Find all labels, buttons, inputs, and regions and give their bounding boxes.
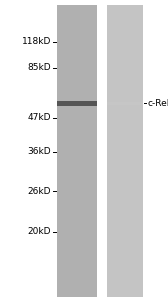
Bar: [107, 5, 143, 297]
Text: c-Rel: c-Rel: [148, 98, 168, 107]
Bar: [97, 5, 107, 297]
Bar: [57, 5, 97, 297]
Text: 36kD: 36kD: [27, 148, 51, 157]
Text: 26kD: 26kD: [28, 187, 51, 196]
Text: 20kD: 20kD: [28, 227, 51, 236]
Bar: [107, 102, 143, 105]
Text: 47kD: 47kD: [28, 113, 51, 122]
Text: 118kD: 118kD: [22, 38, 51, 46]
Text: 85kD: 85kD: [27, 64, 51, 73]
Bar: [57, 101, 97, 106]
